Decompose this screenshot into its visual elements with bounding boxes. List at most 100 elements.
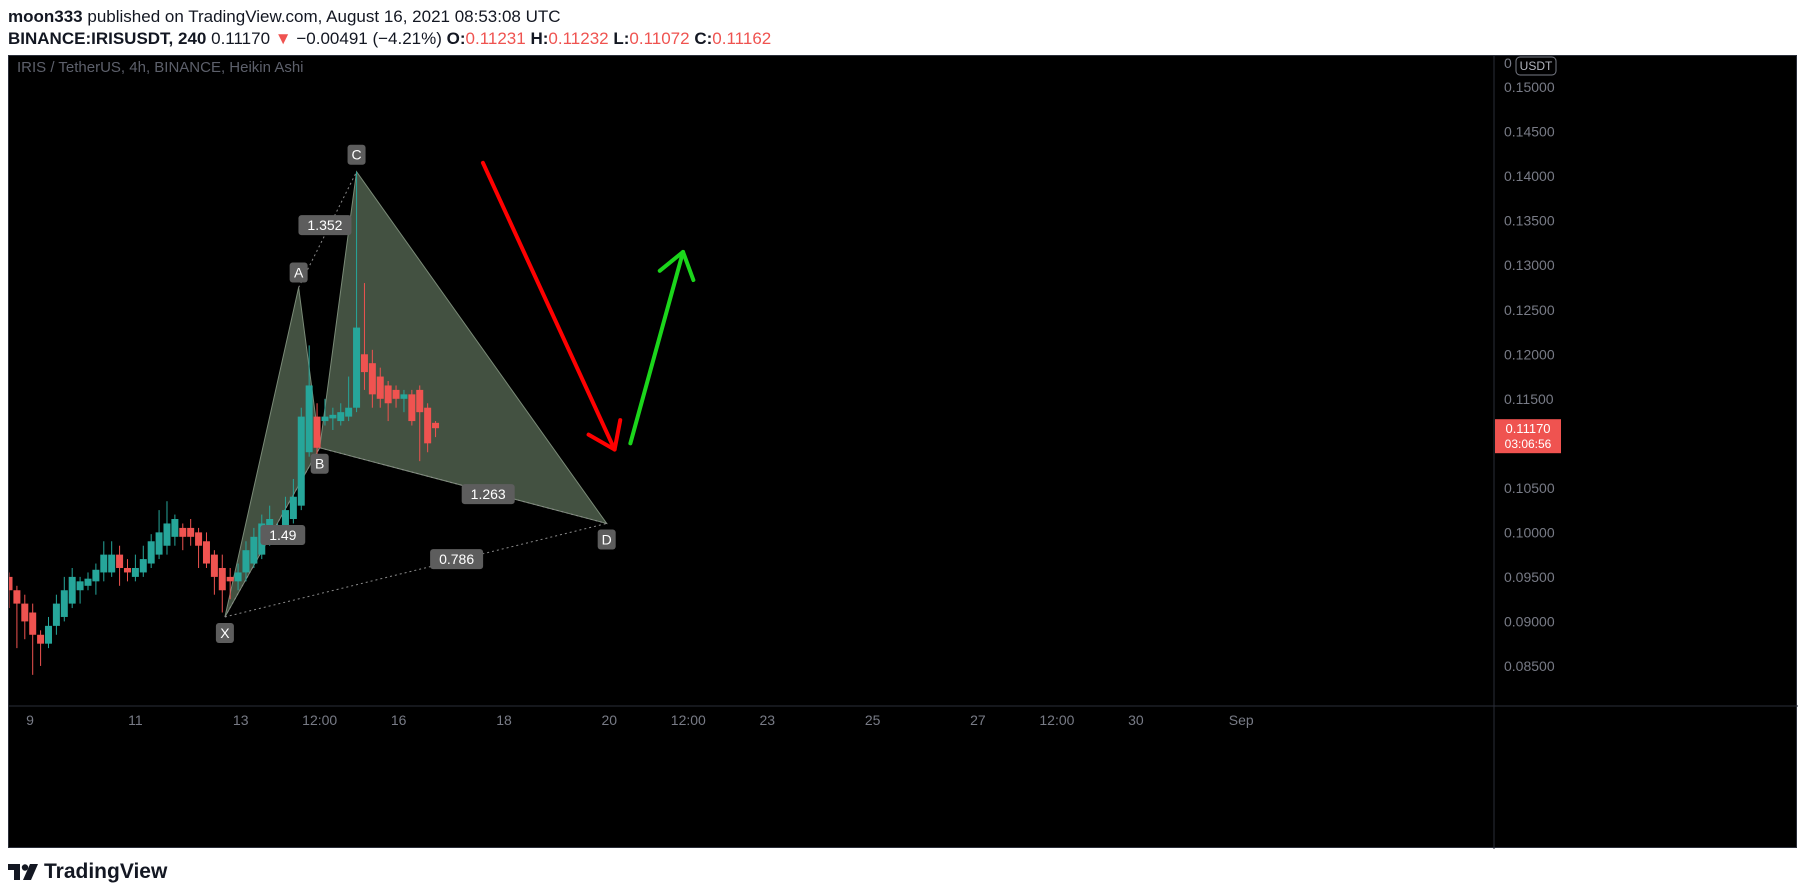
current-price-tag: 0.11170 (1505, 421, 1550, 436)
candle-body (345, 407, 353, 417)
candle-body (218, 567, 226, 591)
ohlc-line: BINANCE:IRISUSDT, 240 0.11170 ▼ −0.00491… (8, 28, 1797, 50)
candle-body (116, 554, 124, 568)
time-tick-label: 18 (496, 712, 512, 728)
trend-arrow-down-head (586, 418, 623, 452)
candle-body (329, 414, 337, 419)
publish-line: moon333 published on TradingView.com, Au… (8, 6, 1797, 28)
candle-body (29, 612, 37, 635)
candle-body (13, 590, 21, 604)
candle-body (392, 389, 400, 399)
price-tick-label: 0.12000 (1504, 346, 1555, 362)
time-tick-label: 9 (26, 712, 34, 728)
price-tick-label: 0.08500 (1504, 658, 1555, 674)
candle-body (210, 554, 218, 577)
down-arrow-icon: ▼ (274, 29, 292, 48)
pattern-point-b-box (310, 453, 329, 474)
price-change: −0.00491 (−4.21%) (296, 29, 442, 48)
candle-body (100, 554, 108, 573)
chart-panel[interactable]: IRIS / TetherUS, 4h, BINANCE, Heikin Ash… (8, 55, 1798, 849)
symbol-label: BINANCE:IRISUSDT, 240 (8, 29, 207, 48)
candle-body (234, 572, 242, 582)
candle-body (52, 603, 60, 626)
pattern-triangle-xab (224, 287, 321, 618)
candle-body (37, 634, 45, 644)
pattern-point-c: C (351, 147, 361, 163)
candle-body (281, 510, 289, 528)
time-tick-label: 11 (128, 712, 143, 728)
candle-body (108, 554, 116, 573)
low-label: L: (613, 29, 630, 48)
candle-body (337, 412, 345, 422)
candle-body (171, 519, 179, 537)
price-tick-label: 0.10500 (1504, 480, 1555, 496)
time-tick-label: 20 (602, 712, 618, 728)
chart-canvas[interactable]: IRIS / TetherUS, 4h, BINANCE, Heikin Ash… (9, 56, 1798, 849)
pattern-point-d-box (597, 529, 616, 550)
candle-body (400, 394, 408, 399)
candle-body (424, 407, 432, 444)
candle-body (155, 532, 163, 555)
pattern-ratio-label: 1.49 (269, 527, 296, 543)
pattern-ratio-label-box (298, 215, 352, 236)
pattern-point-x: X (220, 625, 230, 641)
trend-arrow-up-head (657, 249, 696, 283)
candle-body (68, 576, 76, 604)
currency-badge-box (1515, 56, 1557, 76)
candle-body (123, 567, 131, 573)
candle-body (289, 496, 297, 520)
price-tick-label: 0.13500 (1504, 213, 1555, 229)
price-tick-label: 0.10000 (1504, 524, 1555, 540)
tradingview-wordmark: TradingView (44, 860, 168, 883)
candle-body (250, 536, 258, 564)
low-value: 0.11072 (629, 29, 690, 48)
tradingview-logo-icon (8, 864, 38, 880)
candle-body (202, 541, 210, 564)
candle-body (84, 578, 92, 586)
price-tick-label: 0.12500 (1504, 302, 1555, 318)
candle-body (139, 559, 147, 573)
time-tick-label: 12:00 (671, 712, 706, 728)
time-tick-label: 30 (1128, 712, 1144, 728)
time-tick-label: Sep (1229, 712, 1254, 728)
candle-body (131, 567, 139, 577)
price-tick-label: 0.09000 (1504, 613, 1555, 629)
candle-body (147, 541, 155, 564)
time-tick-label: 12:00 (302, 712, 337, 728)
last-price: 0.11170 (211, 29, 271, 48)
pattern-point-a-box (289, 262, 308, 283)
candle-body (305, 385, 313, 453)
candle-body (321, 416, 329, 422)
trend-arrow-up-shaft (628, 249, 686, 446)
chart-header: moon333 published on TradingView.com, Au… (8, 6, 1797, 50)
price-tick-label: 0.11500 (1504, 391, 1554, 407)
candle-body (360, 354, 368, 373)
time-tick-label: 27 (970, 712, 986, 728)
open-label: O: (446, 29, 466, 48)
candle-body (76, 581, 84, 591)
author-name[interactable]: moon333 (8, 7, 83, 26)
candle-body (384, 385, 392, 404)
candle-body (226, 576, 234, 582)
time-tick-label: 13 (233, 712, 249, 728)
price-tick-label: 0.13000 (1504, 257, 1555, 273)
candle-body (353, 327, 361, 408)
pattern-ratio-label-box (430, 549, 484, 570)
trend-arrow-down-shaft (480, 160, 617, 452)
time-tick-label: 25 (865, 712, 881, 728)
candle-body (21, 603, 29, 622)
pattern-point-d: D (602, 531, 612, 547)
tradingview-logo[interactable]: TradingView (8, 858, 167, 886)
chart-title: IRIS / TetherUS, 4h, BINANCE, Heikin Ash… (17, 59, 304, 76)
pattern-point-c-box (347, 144, 366, 165)
high-value: 0.11232 (548, 29, 609, 48)
pattern-dotted-xd (224, 522, 607, 618)
pattern-ratio-label: 0.786 (439, 551, 474, 567)
pattern-ratio-label-box (461, 484, 515, 505)
published-text: published on TradingView.com, August 16,… (87, 7, 561, 26)
candle-body (368, 363, 376, 395)
current-price-tag-box (1495, 419, 1561, 454)
pattern-ratio-label-box (260, 525, 306, 546)
candle-body (44, 625, 52, 644)
candle-body (60, 590, 68, 617)
